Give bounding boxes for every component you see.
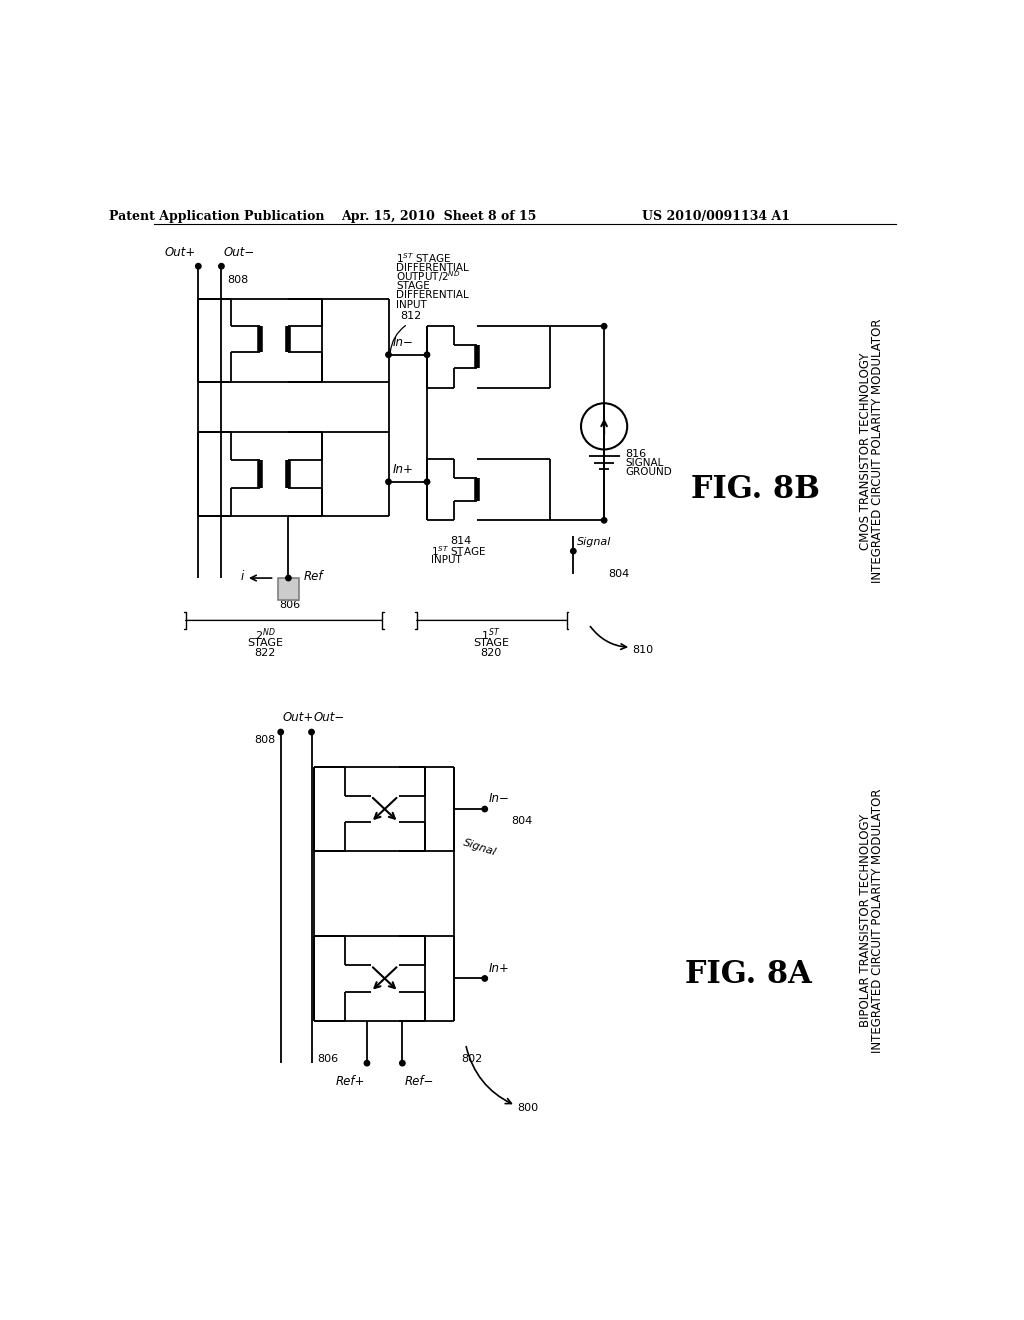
Text: 806: 806 [317, 1055, 339, 1064]
Text: STAGE: STAGE [248, 639, 284, 648]
Text: 804: 804 [512, 816, 532, 825]
Text: GROUND: GROUND [626, 467, 673, 477]
Text: BIPOLAR TRANSISTOR TECHNOLOGY: BIPOLAR TRANSISTOR TECHNOLOGY [859, 814, 872, 1027]
Circle shape [286, 576, 291, 581]
Circle shape [278, 730, 284, 735]
Circle shape [570, 548, 577, 554]
Text: 816: 816 [626, 449, 647, 459]
Text: 808: 808 [254, 735, 275, 744]
Text: DIFFERENTIAL: DIFFERENTIAL [396, 263, 469, 273]
Text: STAGE: STAGE [396, 281, 430, 292]
Bar [278, 578, 299, 599]
Text: Apr. 15, 2010  Sheet 8 of 15: Apr. 15, 2010 Sheet 8 of 15 [341, 210, 537, 223]
Text: 806: 806 [280, 601, 300, 610]
Text: Signal: Signal [578, 537, 611, 546]
Text: Out−: Out− [223, 246, 255, 259]
Circle shape [309, 730, 314, 735]
Text: DIFFERENTIAL: DIFFERENTIAL [396, 290, 469, 301]
Text: 810: 810 [633, 644, 653, 655]
Text: 820: 820 [480, 648, 502, 657]
Circle shape [482, 807, 487, 812]
Circle shape [386, 479, 391, 484]
Text: 822: 822 [255, 648, 276, 657]
Text: 808: 808 [227, 276, 249, 285]
Text: 1$^{ST}$: 1$^{ST}$ [481, 626, 501, 643]
Circle shape [219, 264, 224, 269]
Text: In+: In+ [488, 961, 510, 974]
Text: SIGNAL: SIGNAL [626, 458, 664, 469]
Text: INPUT: INPUT [396, 300, 427, 310]
Text: 800: 800 [517, 1102, 539, 1113]
Text: CMOS TRANSISTOR TECHNOLOGY: CMOS TRANSISTOR TECHNOLOGY [859, 352, 872, 549]
Text: Out+: Out+ [165, 246, 196, 259]
Text: 814: 814 [451, 536, 471, 546]
Text: 1$^{ST}$ STAGE: 1$^{ST}$ STAGE [431, 544, 486, 558]
Text: FIG. 8B: FIG. 8B [691, 474, 820, 506]
Circle shape [196, 264, 201, 269]
Circle shape [482, 975, 487, 981]
Circle shape [424, 352, 430, 358]
Circle shape [601, 323, 607, 329]
Circle shape [424, 479, 430, 484]
Text: 804: 804 [608, 569, 629, 579]
Text: In−: In− [488, 792, 510, 805]
Text: FIG. 8A: FIG. 8A [685, 960, 812, 990]
Text: Signal: Signal [462, 837, 498, 858]
Text: US 2010/0091134 A1: US 2010/0091134 A1 [642, 210, 790, 223]
Text: OUTPUT/2$^{ND}$: OUTPUT/2$^{ND}$ [396, 269, 461, 284]
Text: INPUT: INPUT [431, 556, 462, 565]
Circle shape [386, 352, 391, 358]
Text: Ref: Ref [304, 570, 324, 583]
Text: INTEGRATED CIRCUIT POLARITY MODULATOR: INTEGRATED CIRCUIT POLARITY MODULATOR [871, 318, 884, 583]
Text: STAGE: STAGE [473, 639, 509, 648]
Text: Out−: Out− [313, 711, 345, 725]
Text: 802: 802 [462, 1055, 483, 1064]
Text: Out+: Out+ [283, 711, 314, 725]
Circle shape [601, 517, 607, 523]
Text: Ref+: Ref+ [335, 1074, 365, 1088]
Text: INTEGRATED CIRCUIT POLARITY MODULATOR: INTEGRATED CIRCUIT POLARITY MODULATOR [871, 788, 884, 1053]
Text: 1$^{ST}$ STAGE: 1$^{ST}$ STAGE [396, 252, 452, 265]
Text: In+: In+ [392, 462, 414, 475]
Circle shape [365, 1060, 370, 1065]
Text: i: i [241, 570, 244, 583]
Text: Ref−: Ref− [404, 1074, 434, 1088]
Text: 2$^{ND}$: 2$^{ND}$ [255, 626, 275, 643]
Circle shape [399, 1060, 406, 1065]
Text: Patent Application Publication: Patent Application Publication [109, 210, 325, 223]
Text: In−: In− [392, 335, 414, 348]
Text: 812: 812 [400, 312, 421, 321]
